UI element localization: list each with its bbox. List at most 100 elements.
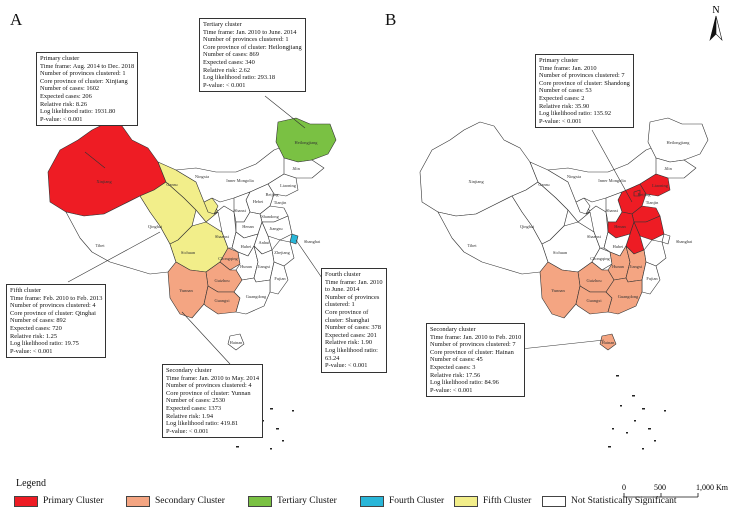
legend-item-tertiary: Tertiary Cluster xyxy=(248,494,337,508)
legend-swatch-fourth xyxy=(360,495,384,507)
panel-label-b: B xyxy=(385,10,397,29)
label-a-sichuan: Sichuan xyxy=(181,250,196,255)
info-line: Primary cluster xyxy=(40,55,80,62)
info-line: P-value: < 0.001 xyxy=(539,117,582,125)
label-b-shanghai: Shanghai xyxy=(676,239,693,244)
info-line: Relative risk: 17.56 xyxy=(430,371,481,379)
panel-label-a: A xyxy=(10,10,23,29)
province-a-guangdong xyxy=(233,277,271,315)
info-line: Log likelihood ratio: xyxy=(325,346,378,354)
legend-label-secondary: Secondary Cluster xyxy=(155,496,225,506)
info-line: Expected cases: 340 xyxy=(203,58,255,66)
label-b-yunnan: Yunnan xyxy=(551,288,565,293)
label-b-sichuan: Sichuan xyxy=(553,250,568,255)
legend-label-fourth: Fourth Cluster xyxy=(389,496,445,506)
info-line: Secondary cluster xyxy=(166,367,212,374)
label-a-beijing: Beijing xyxy=(266,192,280,197)
info-line: Number of cases: 892 xyxy=(10,317,66,325)
info-box-b-secondary: Secondary cluster Time frame: Jan. 2010 t… xyxy=(426,323,526,398)
info-line: Number of provinces clustered: 7 xyxy=(539,72,625,80)
province-b-beijing xyxy=(633,189,641,197)
info-box-a-fifth: Fifth cluster Time frame: Feb. 2010 to Fe… xyxy=(6,284,107,359)
label-a-inner-mongolia: Inner Mongolia xyxy=(226,178,253,183)
info-line: Fourth cluster xyxy=(325,271,361,278)
legend-swatch-secondary xyxy=(126,495,150,507)
label-a-xinjiang: Xinjiang xyxy=(96,179,112,184)
info-line: Time frame: Feb. 2010 to Feb. 2013 xyxy=(10,294,103,302)
label-a-shaanxi: Shaanxi xyxy=(215,234,230,239)
info-line: Core province of cluster: Xinjiang xyxy=(40,77,128,85)
info-line: Time frame: Aug. 2014 to Dec. 2018 xyxy=(40,62,135,70)
north-arrow-icon: N xyxy=(709,5,723,41)
info-box-a-primary: Primary cluster Time frame: Aug. 2014 to … xyxy=(36,52,139,127)
info-line: Log likelihood ratio: 1931.80 xyxy=(40,108,116,116)
label-a-anhui: Anhui xyxy=(259,240,271,245)
label-b-guangdong: Guangdong xyxy=(618,294,639,299)
label-b-chongqing: Chongqing xyxy=(590,256,610,261)
info-line: Time frame: Jan. 2010 to June. 2014 xyxy=(203,28,297,36)
province-b-jilin xyxy=(655,157,697,179)
info-box-a-fourth: Fourth cluster Time frame: Jan. 2010 to Ju… xyxy=(321,268,387,373)
info-box-a-tertiary: Tertiary cluster Time frame: Jan. 2010 to… xyxy=(199,18,306,93)
label-a-shandong: Shandong xyxy=(261,214,279,219)
label-a-guizhou: Guizhou xyxy=(214,278,230,283)
info-line: Number of cases: 2530 xyxy=(166,397,226,405)
info-line: Number of provinces clustered: 1 xyxy=(203,36,289,44)
info-line: Expected cases: 206 xyxy=(40,92,92,100)
label-b-guangxi: Guangxi xyxy=(586,298,602,303)
info-line: Number of provinces clustered: 1 xyxy=(40,70,126,78)
scale-bar: 0 500 1,000 Km xyxy=(622,483,728,498)
info-line: Log likelihood ratio: 84.96 xyxy=(430,379,499,387)
label-b-liaoning: Liaoning xyxy=(652,183,669,188)
info-line: Relative risk: 1.94 xyxy=(166,412,214,420)
label-a-hebei: Hebei xyxy=(253,199,264,204)
label-a-qinghai: Qinghai xyxy=(148,224,163,229)
info-line: Log likelihood ratio: 293.18 xyxy=(203,74,276,82)
label-b-shanxi: Shanxi xyxy=(606,208,619,213)
legend-label-fifth: Fifth Cluster xyxy=(483,496,532,506)
info-line: Number of provinces clustered: 4 xyxy=(166,382,252,390)
label-a-heilongjiang: Heilongjiang xyxy=(295,140,319,145)
info-line: Secondary cluster xyxy=(430,326,476,333)
label-a-yunnan: Yunnan xyxy=(179,288,193,293)
label-a-hubei: Hubei xyxy=(241,244,253,249)
south-sea-islands-b xyxy=(608,375,666,450)
scale-tick-1000: 1,000 Km xyxy=(696,483,728,492)
info-line: Time frame: Jan. 2010 xyxy=(325,278,383,286)
label-a-chongqing: Chongqing xyxy=(218,256,238,261)
province-b-hainan xyxy=(599,333,617,351)
info-line: Number of cases: 1602 xyxy=(40,85,100,93)
legend: Primary Cluster Secondary Cluster Tertia… xyxy=(14,494,677,510)
info-line: Expected cases: 201 xyxy=(325,331,377,339)
legend-swatch-not-significant xyxy=(542,495,566,507)
label-b-jilin: Jilin xyxy=(664,166,672,171)
label-b-gansu: Gansu xyxy=(538,182,550,187)
label-a-hainan: Hainan xyxy=(230,340,243,345)
legend-label-not-significant: Not Statistically Significant xyxy=(571,496,677,506)
info-line: P-value: < 0.001 xyxy=(10,347,53,355)
legend-item-fifth: Fifth Cluster xyxy=(454,494,531,508)
info-line: Core province of xyxy=(325,308,369,316)
legend-label-tertiary: Tertiary Cluster xyxy=(277,496,337,506)
province-a-shanghai xyxy=(289,233,299,245)
label-a-liaoning: Liaoning xyxy=(280,183,297,188)
province-b-zhejiang xyxy=(643,239,667,267)
province-labels-a: Xinjiang Tibet Qinghai Gansu Ningxia Inn… xyxy=(95,140,321,345)
info-line: Number of provinces xyxy=(325,293,380,301)
info-line: Fifth cluster xyxy=(10,287,42,294)
legend-label-primary: Primary Cluster xyxy=(43,496,104,506)
info-line: Core province of cluster: Qinghai xyxy=(10,309,96,317)
label-b-ningxia: Ningxia xyxy=(567,174,581,179)
info-line: P-value: < 0.001 xyxy=(325,362,368,370)
info-line: Relative risk: 8.26 xyxy=(40,100,88,108)
info-line: P-value: < 0.001 xyxy=(166,427,209,435)
label-a-jilin: Jilin xyxy=(292,166,300,171)
info-line: Relative risk: 35.90 xyxy=(539,102,590,110)
info-line: Log likelihood ratio: 19.75 xyxy=(10,340,79,348)
info-line: P-value: < 0.001 xyxy=(203,81,246,89)
label-a-zhejiang: Zhejiang xyxy=(274,250,290,255)
label-b-jiangxi: Jiangxi xyxy=(630,264,643,269)
province-b-shanghai xyxy=(661,233,671,245)
info-line: clustered: 1 xyxy=(325,301,355,309)
